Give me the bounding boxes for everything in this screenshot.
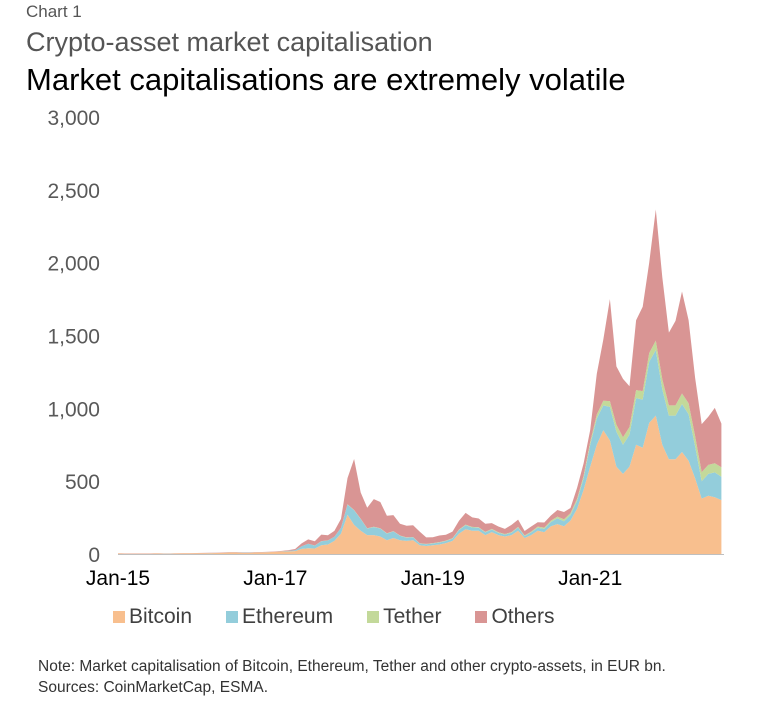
legend-item-tether: Tether	[367, 605, 441, 629]
chart-title: Market capitalisations are extremely vol…	[26, 62, 626, 97]
area-others	[118, 209, 722, 554]
note-text: Note: Market capitalisation of Bitcoin, …	[38, 658, 666, 675]
x-tick-label: Jan-19	[401, 567, 465, 590]
y-tick-label: 2,000	[47, 253, 100, 276]
x-tick-label: Jan-17	[243, 567, 307, 590]
area-bitcoin	[118, 415, 722, 554]
legend-label: Ethereum	[242, 605, 334, 628]
legend-swatch	[475, 611, 488, 623]
legend-item-others: Others	[475, 605, 554, 629]
sources-text: Sources: CoinMarketCap, ESMA.	[38, 679, 269, 696]
legend-label: Others	[491, 605, 555, 628]
legend-label: Tether	[383, 605, 442, 628]
x-tick-label: Jan-21	[558, 567, 622, 590]
x-tick-label: Jan-15	[86, 567, 150, 590]
y-axis-ticks: 0 500 1,000 1,500 2,000 2,500 3,000	[47, 107, 100, 567]
legend-item-bitcoin: Bitcoin	[113, 605, 192, 629]
legend-swatch	[367, 611, 380, 623]
y-tick-label: 1,000	[47, 398, 100, 421]
series-areas	[118, 209, 722, 554]
y-tick-label: 0	[88, 544, 100, 567]
legend-label: Bitcoin	[129, 605, 193, 628]
y-tick-label: 3,000	[47, 107, 100, 130]
y-tick-label: 500	[65, 471, 100, 494]
legend-item-ethereum: Ethereum	[226, 605, 333, 629]
x-axis-ticks: Jan-15 Jan-17 Jan-19 Jan-21	[86, 567, 622, 590]
chart-label: Chart 1	[26, 2, 82, 21]
chart-note: Note: Market capitalisation of Bitcoin, …	[38, 656, 743, 698]
legend: Bitcoin Ethereum Tether Others	[113, 605, 588, 629]
chart-subtitle: Crypto-asset market capitalisation	[26, 27, 433, 57]
y-tick-label: 2,500	[47, 180, 100, 203]
y-tick-label: 1,500	[47, 326, 100, 349]
legend-swatch	[113, 611, 125, 623]
legend-swatch	[226, 611, 239, 623]
